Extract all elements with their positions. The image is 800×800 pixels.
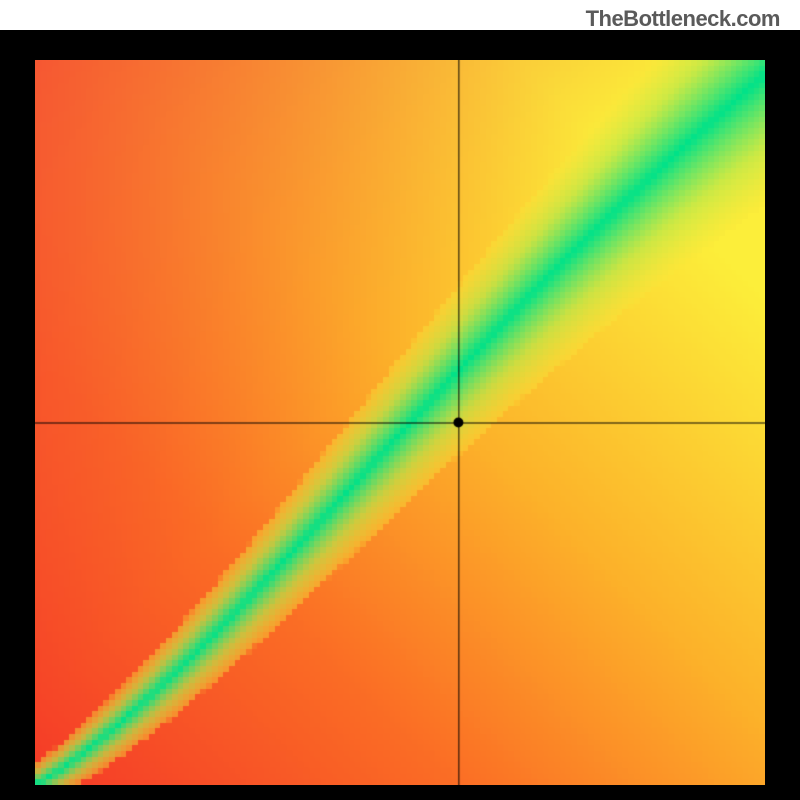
overlay-canvas xyxy=(35,60,765,785)
chart-outer-frame xyxy=(0,30,800,800)
container: TheBottleneck.com xyxy=(0,0,800,800)
attribution-label: TheBottleneck.com xyxy=(586,6,780,32)
